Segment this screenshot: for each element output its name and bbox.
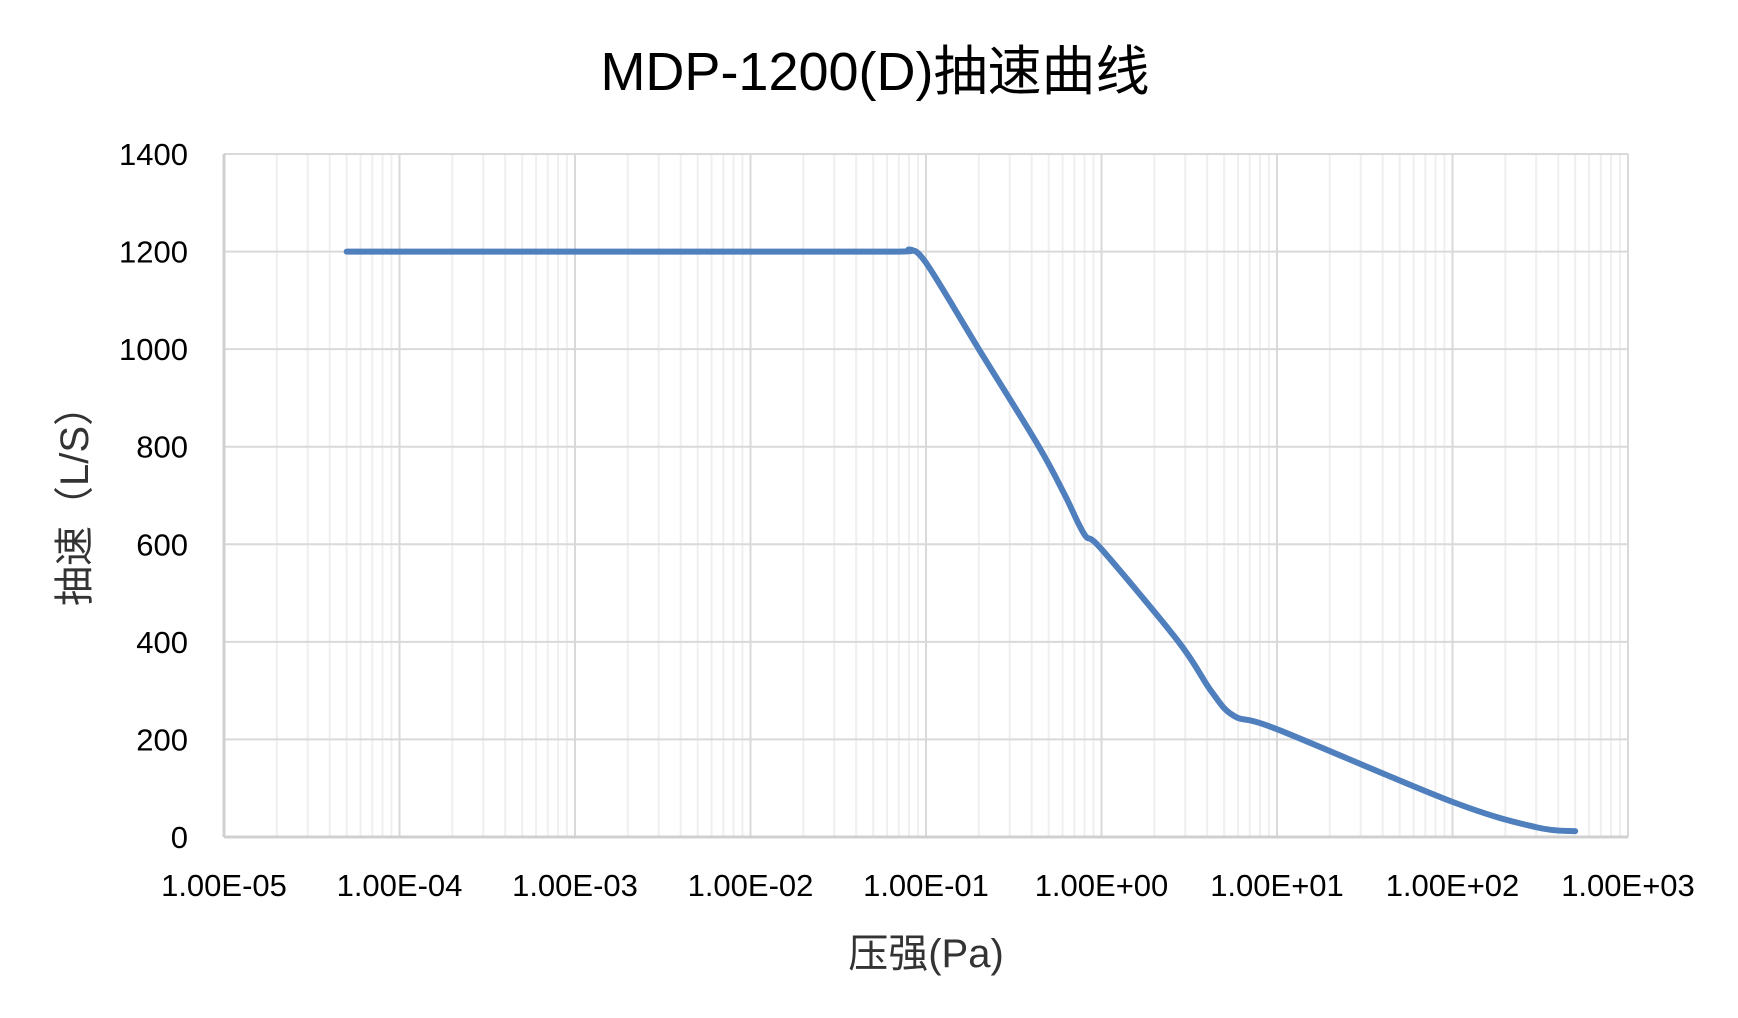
x-axis-tick-labels: 1.00E-05 1.00E-04 1.00E-03 1.00E-02 1.00E-01… [161,868,1695,903]
chart-title: MDP-1200(D)抽速曲线 [600,42,1149,102]
x-tick-label: 1.00E+01 [1210,868,1344,903]
y-tick-label: 1000 [119,332,188,367]
plot-area-border [222,154,1628,839]
y-tick-label: 600 [136,527,188,562]
y-axis-title: 抽速（L/S） [53,386,97,606]
x-tick-label: 1.00E+03 [1561,868,1695,903]
y-tick-label: 1200 [119,235,188,270]
y-tick-label: 0 [171,820,188,855]
y-tick-label: 400 [136,625,188,660]
minor-gridlines [275,154,1621,837]
x-tick-label: 1.00E-01 [863,868,989,903]
y-tick-label: 200 [136,722,188,757]
x-tick-label: 1.00E-05 [161,868,287,903]
y-tick-label: 800 [136,430,188,465]
x-axis-title: 压强(Pa) [848,932,1004,976]
y-tick-label: 1400 [119,137,188,172]
x-tick-label: 1.00E+00 [1035,868,1169,903]
series-line [343,246,1579,835]
x-tick-label: 1.00E+02 [1386,868,1520,903]
major-gridlines [223,153,1629,838]
x-tick-label: 1.00E-02 [688,868,814,903]
y-axis-tick-labels: 0 200 400 600 800 1000 1200 1400 [119,137,188,855]
x-tick-label: 1.00E-04 [337,868,463,903]
series-lines [343,246,1579,835]
x-tick-label: 1.00E-03 [512,868,638,903]
